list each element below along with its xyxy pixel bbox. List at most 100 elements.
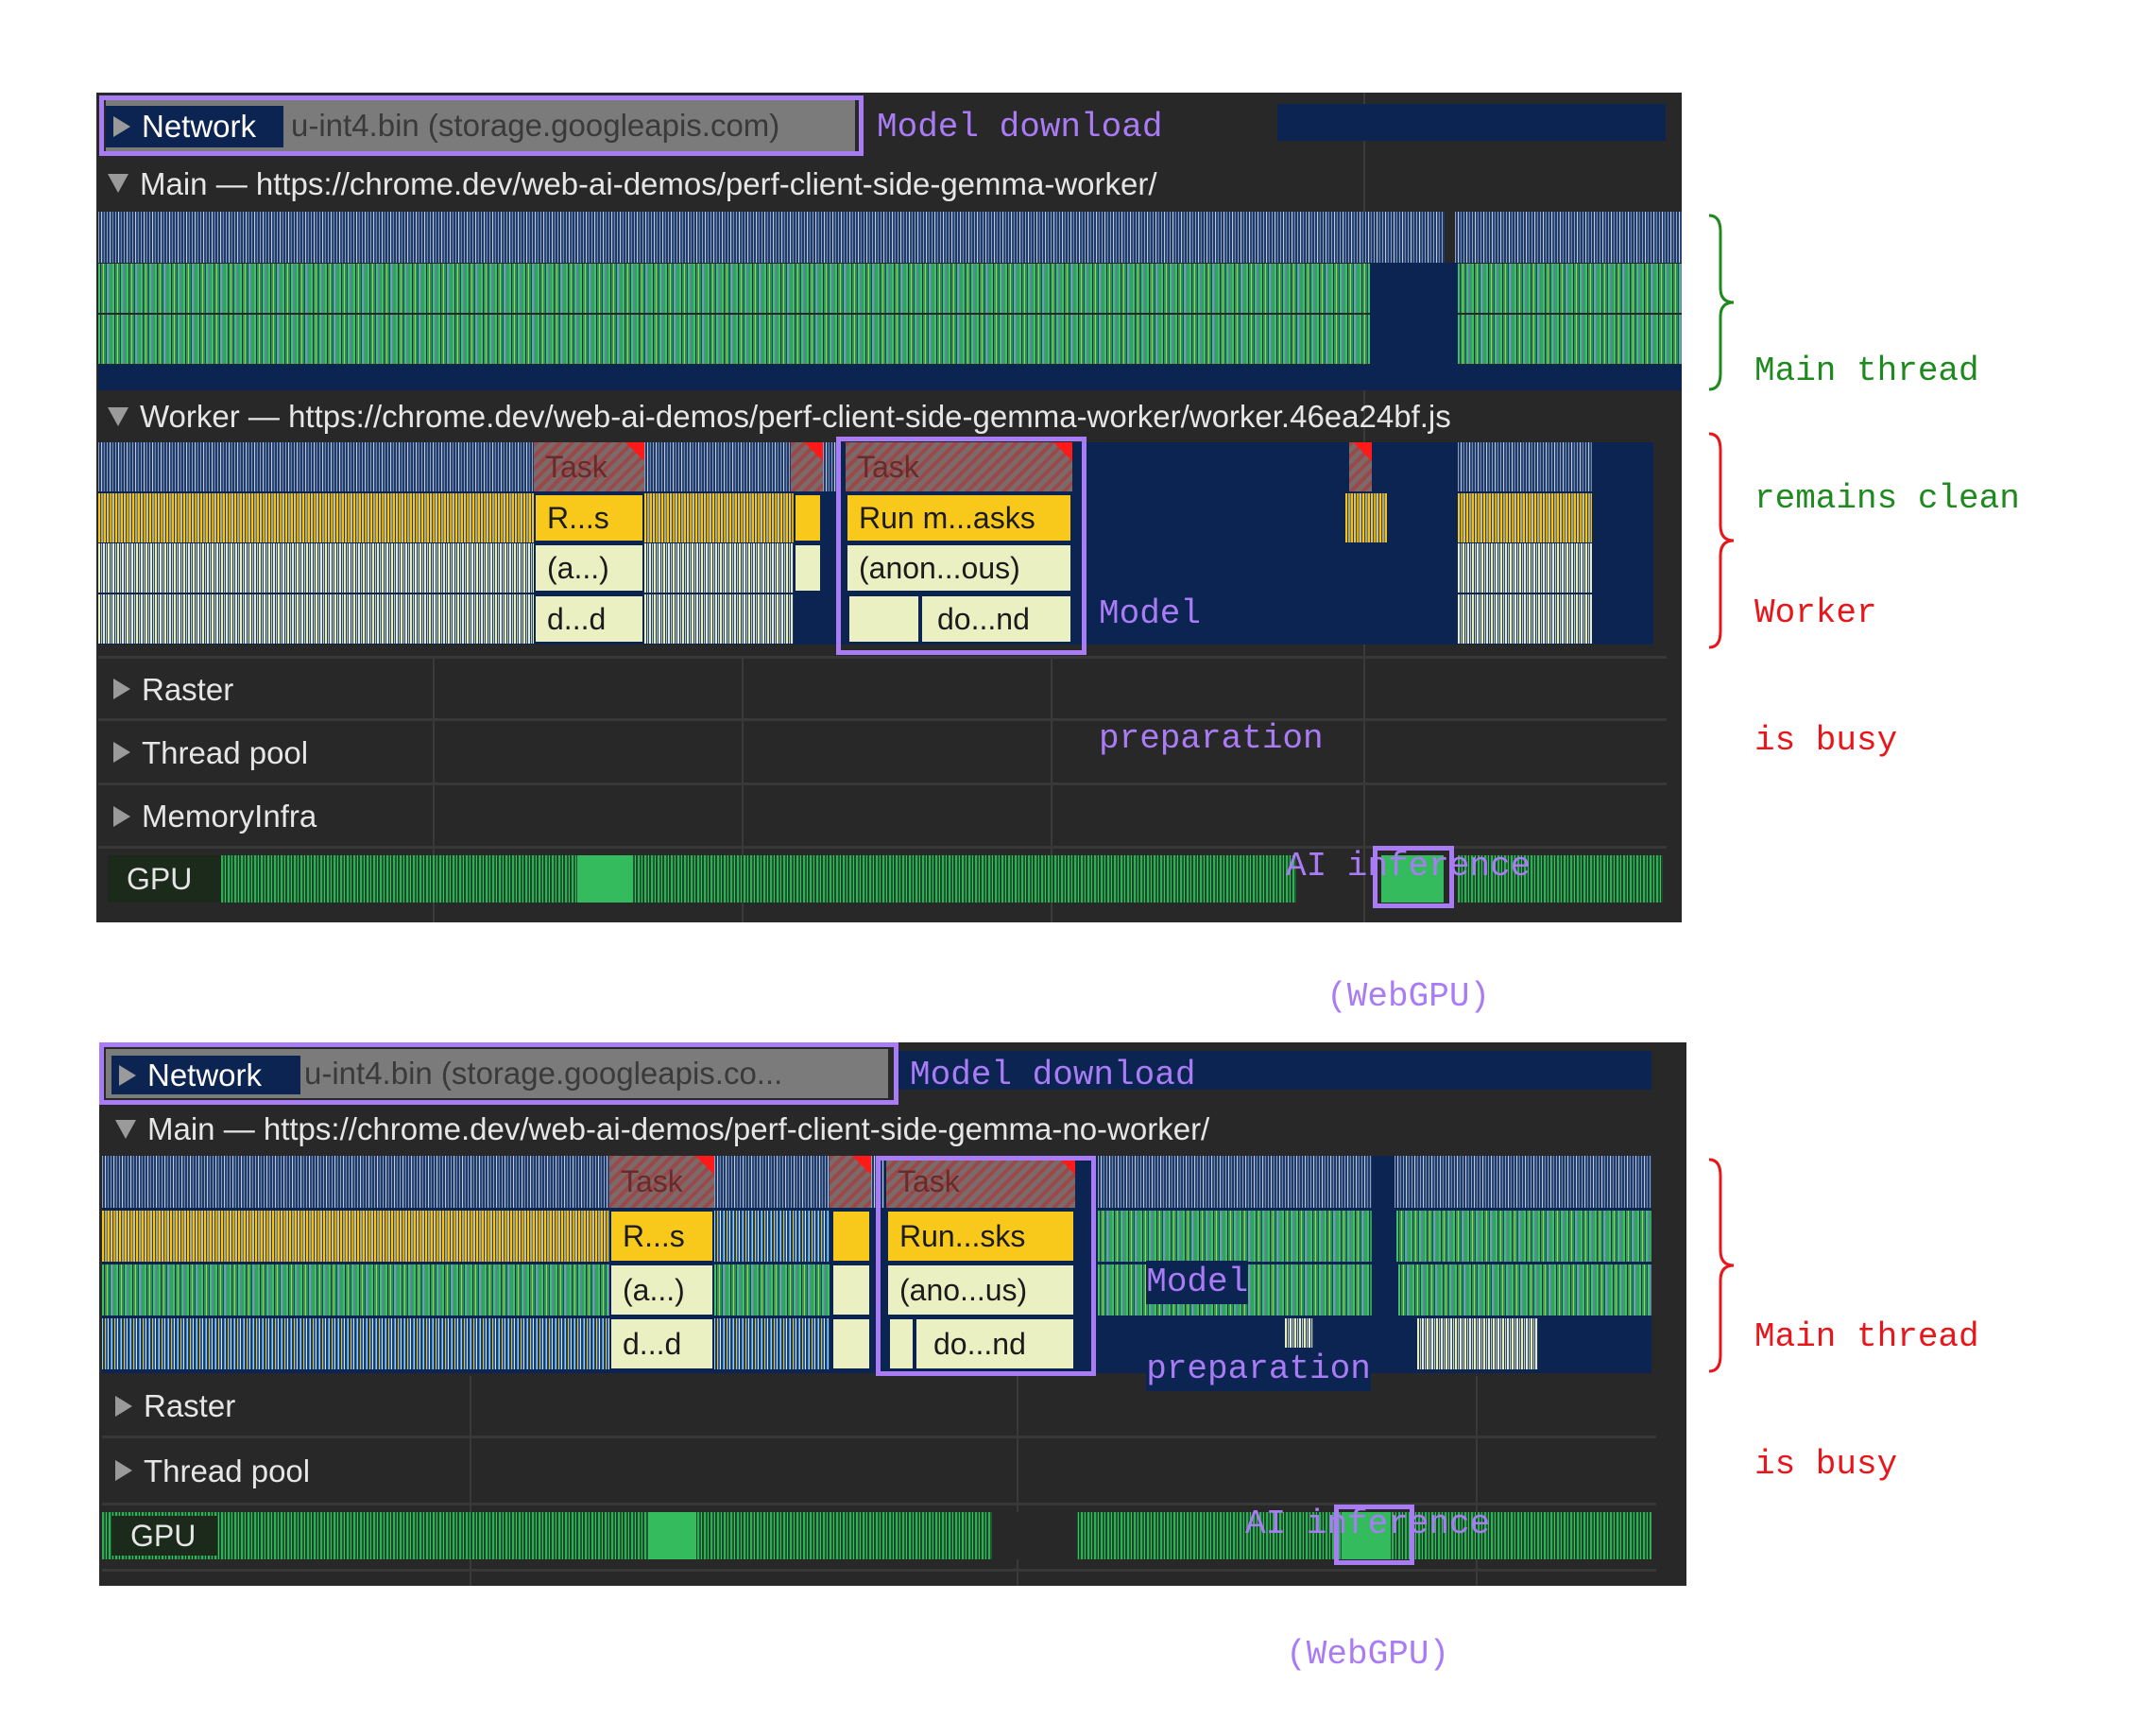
main-flame-row-1 bbox=[102, 1156, 609, 1208]
track-divider bbox=[98, 656, 1667, 659]
anonymous-entry-small[interactable] bbox=[794, 543, 822, 593]
annotation-line: Worker bbox=[1754, 593, 1877, 632]
main-thread-header[interactable]: Main — https://chrome.dev/web-ai-demos/p… bbox=[115, 1102, 1209, 1156]
network-highlight-box bbox=[99, 95, 864, 156]
gpu-gap bbox=[992, 1512, 1077, 1559]
task-entry[interactable]: Task bbox=[534, 442, 644, 491]
worker-flame-row-4 bbox=[1458, 594, 1592, 644]
annotation-line: Main thread bbox=[1754, 1317, 1979, 1356]
network-request-bar-dark bbox=[898, 1051, 1651, 1090]
thread-pool-track-label: Thread pool bbox=[144, 1453, 311, 1488]
do-entry[interactable]: d...d bbox=[609, 1317, 714, 1370]
annotation-worker-busy: Worker is busy bbox=[1754, 507, 1897, 804]
worker-flame-row-2 bbox=[1345, 493, 1387, 542]
red-brace-icon bbox=[1708, 1158, 1735, 1373]
do-entry-long[interactable]: do...nd bbox=[915, 1317, 1075, 1370]
worker-flame-row-3 bbox=[1458, 543, 1592, 593]
main-flame-row-1 bbox=[1455, 212, 1682, 263]
gridline bbox=[1051, 658, 1052, 922]
annotation-main-thread-clean: Main thread remains clean bbox=[1754, 265, 2020, 562]
annotation-line: is busy bbox=[1754, 1445, 1898, 1484]
triangle-right-icon bbox=[113, 679, 130, 699]
network-track-label: Network bbox=[142, 109, 257, 144]
worker-flame-row-2 bbox=[644, 493, 794, 542]
main-flame-row-4 bbox=[714, 1318, 830, 1369]
thread-pool-track-toggle[interactable]: Thread pool bbox=[115, 1437, 310, 1504]
main-flame-row-2 bbox=[1396, 1211, 1651, 1262]
gpu-track-label: GPU bbox=[111, 1516, 217, 1556]
task-entry-long[interactable]: Task bbox=[886, 1156, 1075, 1208]
run-microtasks-entry-small[interactable] bbox=[831, 1210, 871, 1263]
triangle-right-icon bbox=[113, 805, 130, 827]
task-entry[interactable]: Task bbox=[609, 1156, 714, 1208]
network-request-label: u-int4.bin (storage.googleapis.com) bbox=[291, 108, 780, 143]
raster-track-toggle[interactable]: Raster bbox=[115, 1376, 235, 1436]
entry-label: (a...) bbox=[623, 1272, 685, 1307]
gpu-activity-block bbox=[649, 1512, 696, 1559]
main-flame-row-2 bbox=[1458, 264, 1682, 313]
main-thread-title: Main — https://chrome.dev/web-ai-demos/p… bbox=[147, 1111, 1210, 1146]
main-thread-header[interactable]: Main — https://chrome.dev/web-ai-demos/p… bbox=[108, 155, 1157, 212]
run-microtasks-entry-long[interactable]: Run...sks bbox=[886, 1210, 1075, 1263]
run-microtasks-entry[interactable]: R...s bbox=[609, 1210, 714, 1263]
annotation-model-download: Model download bbox=[877, 108, 1163, 146]
main-flame-row-1 bbox=[98, 212, 1445, 263]
entry-label: do...nd bbox=[937, 601, 1030, 636]
raster-track-label: Raster bbox=[142, 671, 234, 707]
worker-flame-row-1 bbox=[823, 442, 838, 491]
thread-pool-track-toggle[interactable]: Thread pool bbox=[113, 720, 308, 784]
main-thread-title: Main — https://chrome.dev/web-ai-demos/p… bbox=[140, 165, 1157, 201]
task-entry-small[interactable] bbox=[791, 442, 823, 491]
run-microtasks-entry-small[interactable] bbox=[794, 493, 822, 542]
network-track-toggle[interactable]: Network bbox=[111, 1056, 300, 1094]
task-entry-long[interactable]: Task bbox=[846, 442, 1072, 491]
annotation-line: Model bbox=[1099, 594, 1202, 633]
worker-flame-row-1 bbox=[1458, 442, 1592, 491]
do-entry[interactable]: d...d bbox=[534, 594, 644, 644]
worker-flame-row-4 bbox=[98, 594, 534, 644]
main-flame-row-2 bbox=[714, 1211, 830, 1262]
main-flame-row-4 bbox=[1417, 1318, 1538, 1369]
do-entry-small[interactable] bbox=[831, 1317, 871, 1370]
anonymous-entry-long[interactable]: (ano...us) bbox=[886, 1264, 1075, 1316]
do-entry-blank[interactable] bbox=[847, 594, 920, 644]
annotation-line: is busy bbox=[1754, 721, 1898, 760]
anonymous-entry[interactable]: (a...) bbox=[609, 1264, 714, 1316]
triangle-right-icon bbox=[113, 742, 130, 763]
gridline bbox=[433, 658, 435, 922]
anonymous-entry[interactable]: (a...) bbox=[534, 543, 644, 593]
triangle-down-icon bbox=[115, 1119, 136, 1139]
anonymous-entry-long[interactable]: (anon...ous) bbox=[846, 543, 1072, 593]
main-flame-row-1 bbox=[1395, 1156, 1651, 1208]
do-entry-long[interactable]: do...nd bbox=[920, 594, 1072, 644]
worker-thread-title: Worker — https://chrome.dev/web-ai-demos… bbox=[140, 399, 1451, 434]
memoryinfra-track-toggle[interactable]: MemoryInfra bbox=[113, 784, 317, 848]
task-entry-small[interactable] bbox=[1349, 442, 1372, 491]
do-entry-blank[interactable] bbox=[888, 1317, 915, 1370]
network-request-label: u-int4.bin (storage.googleapis.co... bbox=[304, 1056, 783, 1091]
entry-label: Run m...asks bbox=[859, 500, 1035, 535]
run-microtasks-entry[interactable]: R...s bbox=[534, 493, 644, 542]
gpu-inference-block[interactable] bbox=[1381, 855, 1444, 903]
annotation-line: AI inference bbox=[1286, 847, 1531, 886]
raster-track-toggle[interactable]: Raster bbox=[113, 658, 233, 720]
main-flame-row-1 bbox=[714, 1156, 830, 1208]
main-flame-row-3 bbox=[1398, 1264, 1651, 1316]
main-flame-row-4 bbox=[98, 365, 1682, 390]
task-entry-small[interactable] bbox=[830, 1156, 871, 1208]
gpu-activity bbox=[1458, 855, 1663, 903]
run-microtasks-entry-long[interactable]: Run m...asks bbox=[846, 493, 1072, 542]
entry-label: R...s bbox=[547, 500, 609, 535]
red-brace-icon bbox=[1708, 432, 1735, 649]
network-track-label: Network bbox=[147, 1057, 263, 1092]
entry-label: d...d bbox=[547, 601, 607, 636]
gpu-inference-block[interactable] bbox=[1342, 1512, 1391, 1559]
track-divider bbox=[98, 846, 1667, 849]
network-track-toggle[interactable]: Network bbox=[106, 106, 283, 147]
annotation-model-preparation: Model preparation bbox=[1105, 1217, 1371, 1391]
annotation-model-preparation: Model preparation bbox=[1099, 510, 1324, 801]
annotation-model-download: Model download bbox=[910, 1056, 1196, 1094]
raster-track-label: Raster bbox=[144, 1388, 236, 1423]
anonymous-entry-small[interactable] bbox=[831, 1264, 871, 1316]
worker-thread-header[interactable]: Worker — https://chrome.dev/web-ai-demos… bbox=[108, 390, 1451, 442]
